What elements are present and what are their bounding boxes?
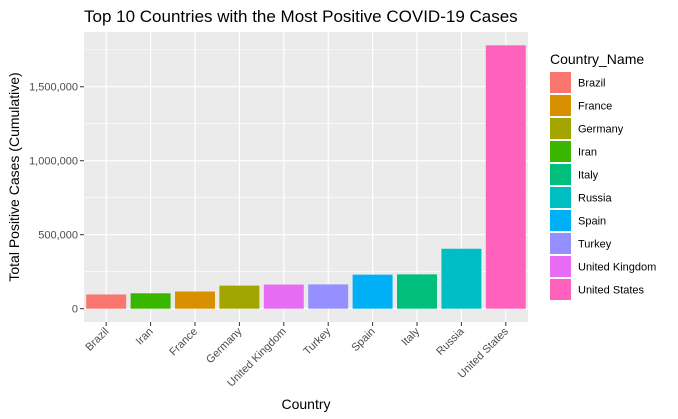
x-tick-label: Spain	[349, 326, 377, 354]
bar-france	[175, 291, 215, 309]
major-gridlines	[84, 32, 528, 322]
legend-key	[550, 164, 571, 185]
bar-iran	[130, 293, 171, 309]
bar-united-kingdom	[263, 284, 304, 309]
x-tick-label: Iran	[134, 326, 156, 348]
x-axis-title: Country	[281, 396, 330, 412]
bar-russia	[441, 248, 482, 309]
y-tick-label: 1,000,000	[29, 156, 78, 168]
bar-spain	[352, 274, 393, 309]
legend-label: Russia	[578, 193, 613, 205]
legend-label: United States	[578, 285, 645, 297]
legend-label: Turkey	[578, 239, 612, 251]
x-tick-label: Turkey	[301, 325, 333, 357]
legend-key	[550, 256, 571, 277]
legend-label: Iran	[578, 147, 597, 159]
legend: Country_Name Brazil France Germany Iran Ital…	[550, 51, 656, 300]
y-axis-title: Total Positive Cases (Cumulative)	[6, 72, 22, 281]
bar-brazil	[86, 294, 127, 309]
legend-key	[550, 187, 571, 208]
bar-germany	[219, 285, 260, 309]
legend-key	[550, 210, 571, 231]
legend-key	[550, 95, 571, 116]
bars-group	[86, 45, 526, 309]
legend-label: Brazil	[578, 78, 606, 90]
legend-key	[550, 141, 571, 162]
bar-italy	[397, 274, 437, 309]
x-tick-label: Germany	[204, 325, 245, 366]
legend-key	[550, 233, 571, 254]
x-tick-label: Italy	[399, 325, 422, 348]
legend-key	[550, 72, 571, 93]
legend-label: United Kingdom	[578, 262, 656, 274]
chart-title: Top 10 Countries with the Most Positive …	[84, 7, 518, 26]
legend-label: Germany	[578, 124, 624, 136]
y-axis: 0 500,000 1,000,000 1,500,000	[29, 82, 84, 316]
y-tick-label: 0	[72, 304, 78, 316]
x-tick-label: Russia	[434, 325, 467, 358]
legend-key	[550, 279, 571, 300]
x-tick-label: France	[167, 326, 200, 359]
legend-title: Country_Name	[550, 51, 644, 67]
bar-united-states	[485, 45, 526, 309]
legend-label: Italy	[578, 170, 599, 182]
legend-items: Brazil France Germany Iran Italy Russia Spain T…	[550, 72, 656, 300]
bar-turkey	[308, 284, 349, 309]
legend-label: France	[578, 101, 612, 113]
x-tick-label: Brazil	[83, 326, 111, 354]
y-tick-label: 1,500,000	[29, 82, 78, 94]
legend-key	[550, 118, 571, 139]
legend-label: Spain	[578, 216, 606, 228]
y-tick-label: 500,000	[38, 230, 78, 242]
